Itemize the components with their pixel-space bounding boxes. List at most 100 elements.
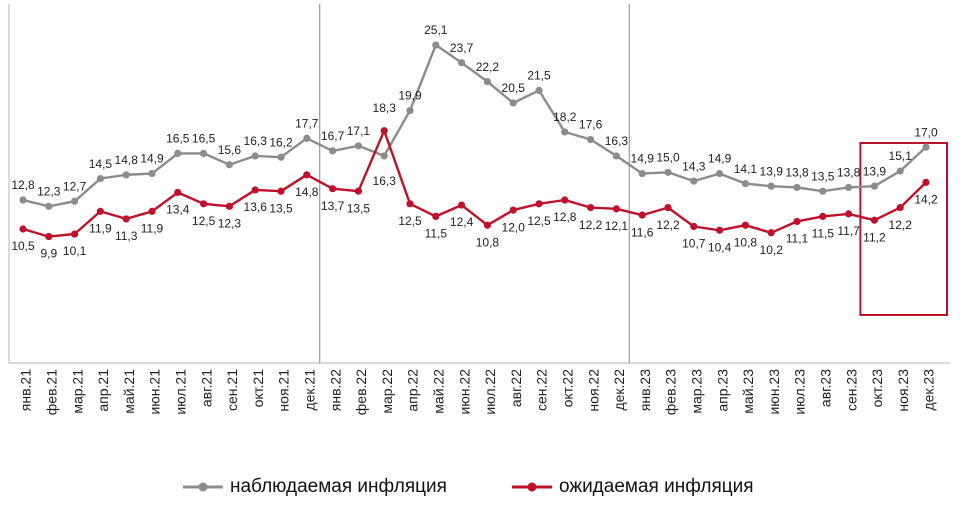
data-label: 17,0 <box>914 125 938 139</box>
data-point <box>122 215 130 223</box>
data-label: 21,5 <box>527 69 551 83</box>
x-tick-label: авг.21 <box>198 369 214 407</box>
data-label: 13,5 <box>269 201 293 215</box>
data-label: 13,5 <box>347 201 371 215</box>
highlight-layer <box>859 142 949 316</box>
data-label: 11,7 <box>837 224 860 238</box>
data-label: 13,8 <box>837 166 861 180</box>
data-point <box>200 200 208 208</box>
data-point <box>354 142 362 150</box>
data-label: 10,7 <box>682 237 706 251</box>
data-point <box>664 203 672 212</box>
data-label: 12,4 <box>450 215 474 229</box>
x-tick-label: фев.21 <box>44 369 60 415</box>
highlight-box <box>859 142 949 316</box>
data-label: 14,2 <box>914 193 938 207</box>
data-label: 12,5 <box>527 214 551 228</box>
data-point <box>690 222 698 231</box>
data-point <box>561 196 569 204</box>
data-label: 15,6 <box>218 143 242 157</box>
data-label: 14,5 <box>89 157 113 171</box>
x-tick-label: июн.22 <box>456 369 472 415</box>
data-point <box>148 207 156 215</box>
data-point <box>148 169 156 178</box>
x-tick-label: янв.23 <box>637 369 653 411</box>
data-label: 11,5 <box>812 227 835 241</box>
data-label: 12,3 <box>37 184 61 198</box>
data-label: 14,3 <box>682 159 706 173</box>
x-tick-label: сен.22 <box>534 369 550 411</box>
data-point <box>122 171 130 179</box>
data-label: 16,5 <box>166 132 190 146</box>
data-label: 14,9 <box>140 152 164 166</box>
x-tick-label: май.22 <box>431 369 447 414</box>
data-point <box>277 153 285 161</box>
data-label: 10,8 <box>734 235 758 249</box>
data-label: 10,2 <box>760 243 784 257</box>
data-label: 10,1 <box>63 244 87 258</box>
x-tick-label: дек.22 <box>611 369 627 411</box>
x-tick-label: дек.23 <box>921 369 937 411</box>
data-point <box>329 147 337 155</box>
data-label: 12,5 <box>398 214 422 228</box>
data-label: 13,8 <box>785 166 809 180</box>
x-tick-label: окт.22 <box>560 369 576 408</box>
data-point <box>587 135 595 144</box>
data-point <box>509 206 517 214</box>
data-point <box>71 197 79 205</box>
axis-layer <box>8 4 950 364</box>
data-point <box>19 225 27 233</box>
x-tick-label: авг.23 <box>818 369 834 407</box>
data-label: 13,7 <box>321 199 345 213</box>
data-label: 13,9 <box>863 164 887 178</box>
x-tick-label: май.23 <box>740 369 756 414</box>
data-point <box>845 210 853 218</box>
data-point <box>458 59 466 67</box>
x-tick-label: сен.23 <box>843 369 859 411</box>
data-point <box>535 86 543 94</box>
data-point <box>587 203 595 212</box>
data-point <box>329 185 337 193</box>
data-point <box>406 200 414 208</box>
data-label-layer: 12,8 12,3 12,714,5 14,8 14,916,5 16,515,616,3… <box>11 23 938 261</box>
data-point <box>380 127 388 135</box>
data-label: 9,9 <box>40 247 57 261</box>
x-tick-label: апр.21 <box>95 369 111 412</box>
data-label: 11,3 <box>115 229 138 243</box>
data-label: 14,8 <box>115 153 139 167</box>
data-point <box>793 217 801 226</box>
x-tick-label: сен.21 <box>224 369 240 411</box>
data-point <box>458 201 466 209</box>
data-label: 17,1 <box>347 124 371 138</box>
data-point <box>638 169 646 178</box>
data-label: 12,2 <box>656 218 680 232</box>
data-label: 20,5 <box>502 81 526 95</box>
legend-marker <box>527 482 537 492</box>
data-label: 13,5 <box>811 169 835 183</box>
data-point <box>819 212 827 220</box>
legend: наблюдаемая инфляция ожидаемая инфляция <box>183 476 754 497</box>
data-point <box>767 229 775 237</box>
data-label: 16,3 <box>605 134 629 148</box>
data-label: 12,7 <box>63 179 87 193</box>
data-label: 19,9 <box>398 89 422 103</box>
data-label: 18,2 <box>553 110 577 124</box>
data-label: 17,7 <box>295 116 319 130</box>
x-tick-label: окт.21 <box>250 369 266 408</box>
data-point <box>922 143 930 151</box>
data-point <box>819 187 827 195</box>
x-tick-label: авг.22 <box>508 369 524 407</box>
data-point <box>845 183 853 192</box>
data-point <box>71 230 79 238</box>
x-tick-label: мар.23 <box>689 369 705 414</box>
series-line <box>22 129 927 238</box>
data-label: 12,8 <box>553 210 577 224</box>
data-label: 12,3 <box>218 216 242 230</box>
data-point <box>200 149 208 157</box>
data-label: 14,9 <box>708 152 732 166</box>
x-tick-label: май.21 <box>121 369 137 414</box>
data-point <box>19 196 27 204</box>
data-label: 13,4 <box>166 203 190 217</box>
x-tick-label: июл.21 <box>173 369 189 415</box>
legend-label: наблюдаемая инфляция <box>230 476 447 497</box>
